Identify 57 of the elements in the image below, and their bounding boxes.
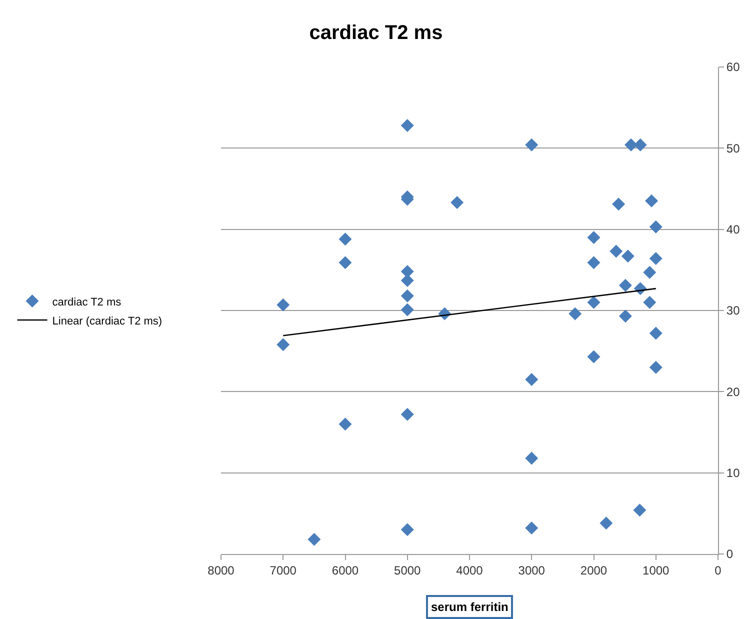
point [645,194,658,208]
point [525,138,538,152]
point [400,408,414,421]
point [643,266,656,279]
point [643,296,656,309]
point [610,244,623,258]
x-tick-label: 6000 [332,563,359,578]
y-tick-label: 20 [726,384,740,399]
legend-label: cardiac T2 ms [52,296,122,308]
point [624,138,638,152]
x-tick-label: 7000 [270,563,297,578]
point [400,289,414,302]
point [649,220,662,234]
x-tick-label: 0 [714,563,722,578]
x-axis-title: serum ferritin [431,600,508,614]
y-tick-label: 10 [726,466,740,480]
point [525,372,538,386]
x-tick-label: 2000 [580,563,608,578]
point [600,516,613,530]
point [450,196,464,210]
point [568,307,582,320]
point [308,532,321,546]
point [618,278,632,292]
point [634,138,647,152]
point [400,523,414,536]
point [338,256,352,270]
point [587,296,600,309]
x-tick-label: 5000 [394,563,422,578]
point [400,118,414,132]
point [649,252,662,266]
point [587,230,600,244]
point [338,418,352,431]
x-tick-label: 1000 [642,563,670,578]
point [649,326,662,340]
point [276,298,290,312]
y-tick-label: 50 [726,141,740,156]
point [525,522,538,535]
point [633,504,646,517]
legend-label: Linear (cardiac T2 ms) [52,315,162,328]
chart-title: cardiac T2 ms [309,22,443,44]
y-tick-label: 30 [726,304,740,318]
point [649,360,662,374]
y-tick-label: 60 [726,60,740,74]
point [400,303,414,316]
x-tick-label: 4000 [456,563,484,578]
x-tick-label: 8000 [208,563,235,578]
point [525,452,538,465]
point [587,350,600,364]
point [612,198,626,211]
y-tick-label: 40 [726,222,740,237]
point [276,338,290,352]
point [618,310,632,323]
point [587,256,600,270]
point [338,232,352,246]
point [621,250,634,263]
x-tick-label: 3000 [518,563,546,578]
y-tick-label: 0 [726,547,734,562]
